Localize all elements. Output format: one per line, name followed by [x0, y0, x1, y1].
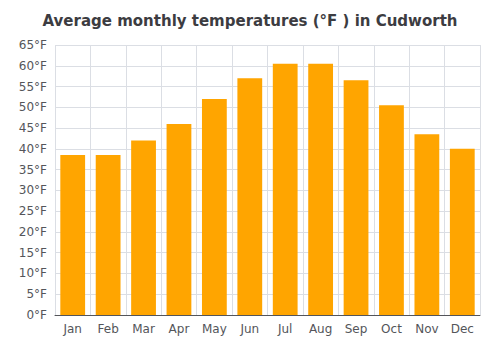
svg-text:Jun: Jun: [239, 322, 259, 336]
svg-text:Apr: Apr: [169, 322, 190, 336]
svg-text:30°F: 30°F: [19, 183, 47, 197]
svg-text:0°F: 0°F: [26, 308, 47, 322]
svg-text:Mar: Mar: [132, 322, 155, 336]
svg-text:Dec: Dec: [451, 322, 474, 336]
svg-text:40°F: 40°F: [19, 142, 47, 156]
svg-text:45°F: 45°F: [19, 121, 47, 135]
svg-text:Aug: Aug: [309, 322, 332, 336]
svg-text:25°F: 25°F: [19, 204, 47, 218]
svg-text:5°F: 5°F: [26, 287, 47, 301]
svg-text:35°F: 35°F: [19, 163, 47, 177]
svg-text:10°F: 10°F: [19, 266, 47, 280]
svg-text:Average monthly temperatures (: Average monthly temperatures (°F ) in Cu…: [42, 12, 457, 30]
svg-text:50°F: 50°F: [19, 100, 47, 114]
svg-text:Nov: Nov: [415, 322, 438, 336]
svg-text:Feb: Feb: [98, 322, 119, 336]
svg-text:May: May: [202, 322, 227, 336]
svg-text:55°F: 55°F: [19, 80, 47, 94]
svg-text:Jan: Jan: [62, 322, 82, 336]
svg-text:Oct: Oct: [381, 322, 402, 336]
svg-text:Jul: Jul: [277, 322, 292, 336]
svg-text:65°F: 65°F: [19, 38, 47, 52]
svg-text:Sep: Sep: [345, 322, 368, 336]
svg-text:15°F: 15°F: [19, 246, 47, 260]
svg-text:60°F: 60°F: [19, 59, 47, 73]
svg-text:20°F: 20°F: [19, 225, 47, 239]
